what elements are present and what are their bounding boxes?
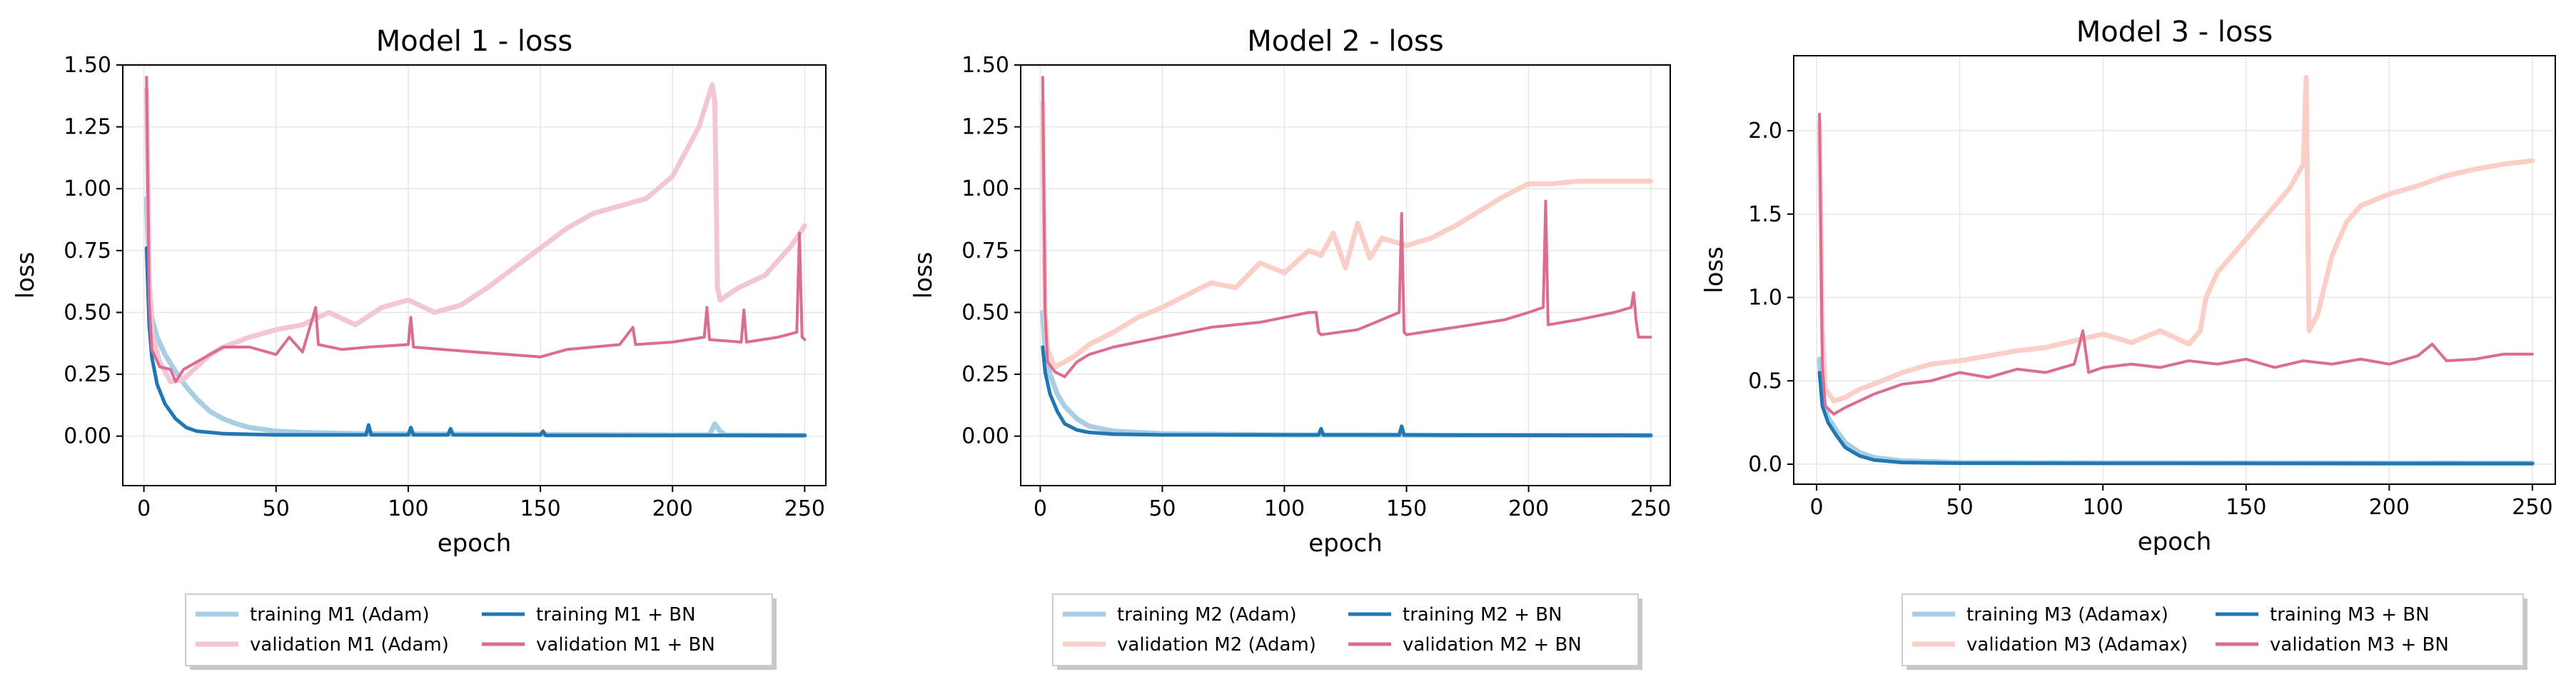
y-tick-label: 1.0 [1748, 286, 1782, 311]
y-tick-label: 1.25 [64, 115, 111, 140]
y-tick-label: 0.00 [64, 424, 111, 449]
x-tick-label: 50 [1946, 495, 1974, 520]
series-line-validation-m3-adamax- [1817, 74, 2535, 403]
chart-panel-1: Model 1 - loss 0 50 100 150 200 250 0.00 0.25 0.5… [11, 25, 827, 670]
legend-entry: validation M3 (Adamax) [1966, 634, 2188, 656]
y-tick-label: 1.25 [961, 115, 1009, 140]
y-tick-label: 0.00 [961, 424, 1009, 449]
series-line-training-m3-adamax- [1817, 356, 2535, 466]
y-tick-label: 0.50 [64, 300, 111, 325]
legend-entry: validation M1 (Adam) [250, 634, 449, 656]
x-tick-label: 150 [1386, 496, 1427, 521]
y-tick-label: 0.50 [961, 300, 1009, 325]
y-tick-label: 1.50 [64, 53, 111, 78]
legend-entry: training M1 + BN [536, 604, 696, 626]
x-tick-label: 100 [1264, 496, 1305, 521]
legend-entry: validation M2 (Adam) [1117, 634, 1316, 656]
x-tick-label: 250 [784, 496, 825, 521]
legend: training M1 (Adam) validation M1 (Adam) tr… [185, 593, 777, 670]
x-axis-label: epoch [1308, 529, 1383, 558]
x-tick-label: 200 [2369, 495, 2410, 520]
legend: training M3 (Adamax) validation M3 (Adama… [1901, 593, 2527, 670]
grid [1021, 64, 1670, 486]
series-line-validation-m2-bn [1041, 76, 1652, 378]
chart-title: Model 1 - loss [376, 25, 572, 58]
y-axis-label: loss [909, 252, 938, 299]
chart-panel-2: Model 2 - loss 0 50 100 150 200 250 0.00 0.25 0.5… [909, 25, 1671, 670]
plot-frame [1020, 64, 1671, 486]
legend-entry: training M1 (Adam) [250, 604, 430, 626]
series-group [1817, 74, 2535, 466]
y-tick-label: 0.75 [64, 239, 111, 264]
series-line-validation-m1-adam- [143, 82, 807, 384]
y-tick-label: 1.5 [1748, 202, 1782, 227]
y-axis-label: loss [1700, 246, 1729, 294]
y-tick-label: 0.5 [1748, 368, 1782, 393]
x-tick-label: 0 [1034, 496, 1047, 521]
series-line-training-m2-bn [1041, 345, 1653, 438]
legend: training M2 (Adam) validation M2 (Adam) tr… [1052, 593, 1642, 670]
chart-panel-3: Model 3 - loss 0 50 100 150 200 250 0.0 0.5 1.0 1.… [1700, 16, 2556, 670]
x-tick-label: 250 [2512, 495, 2552, 520]
plot-frame [1793, 55, 2556, 485]
x-tick-label: 200 [1508, 496, 1549, 521]
y-tick-label: 0.25 [961, 362, 1009, 387]
chart-title: Model 3 - loss [2076, 16, 2273, 49]
legend-entry: training M3 + BN [2270, 604, 2430, 626]
x-tick-label: 150 [2226, 495, 2266, 520]
y-tick-label: 0.75 [961, 239, 1009, 264]
x-tick-label: 250 [1630, 496, 1671, 521]
series-line-training-m3-bn [1817, 371, 2535, 466]
x-tick-label: 50 [1148, 496, 1176, 521]
legend-box [185, 593, 773, 666]
chart-title: Model 2 - loss [1247, 25, 1443, 58]
series-line-training-m1-adam- [143, 196, 807, 438]
series-group [143, 76, 807, 438]
y-tick-label: 1.00 [961, 176, 1009, 201]
legend-entry: validation M2 + BN [1403, 634, 1582, 656]
series-line-validation-m3-bn [1818, 112, 2534, 416]
x-axis-label: epoch [438, 529, 512, 558]
legend-entry: validation M1 + BN [536, 634, 715, 656]
x-axis-label: epoch [2138, 528, 2212, 556]
legend-box [1901, 593, 2524, 666]
y-tick-label: 1.50 [961, 53, 1009, 78]
y-tick-label: 2.0 [1748, 119, 1782, 144]
x-tick-label: 50 [263, 496, 290, 521]
legend-entry: training M2 + BN [1403, 604, 1562, 626]
y-tick-label: 0.25 [64, 362, 111, 387]
legend-entry: validation M3 + BN [2270, 634, 2449, 656]
x-tick-label: 200 [652, 496, 693, 521]
y-tick-label: 1.00 [64, 176, 111, 201]
series-line-validation-m2-adam- [1040, 99, 1654, 370]
legend-box [1052, 593, 1639, 666]
series-group [1040, 76, 1654, 438]
x-tick-label: 0 [1810, 495, 1824, 520]
plot-frame [122, 64, 827, 486]
series-line-validation-m1-bn [145, 76, 807, 383]
x-tick-label: 100 [2083, 495, 2123, 520]
grid [1794, 56, 2555, 484]
x-tick-label: 150 [520, 496, 560, 521]
y-axis-label: loss [11, 252, 40, 299]
legend-entry: training M2 (Adam) [1117, 604, 1297, 626]
legend-entry: training M3 (Adamax) [1966, 604, 2168, 626]
x-tick-label: 100 [388, 496, 428, 521]
series-line-training-m1-bn [144, 246, 807, 438]
y-tick-label: 0.0 [1748, 452, 1782, 477]
x-tick-label: 0 [137, 496, 151, 521]
